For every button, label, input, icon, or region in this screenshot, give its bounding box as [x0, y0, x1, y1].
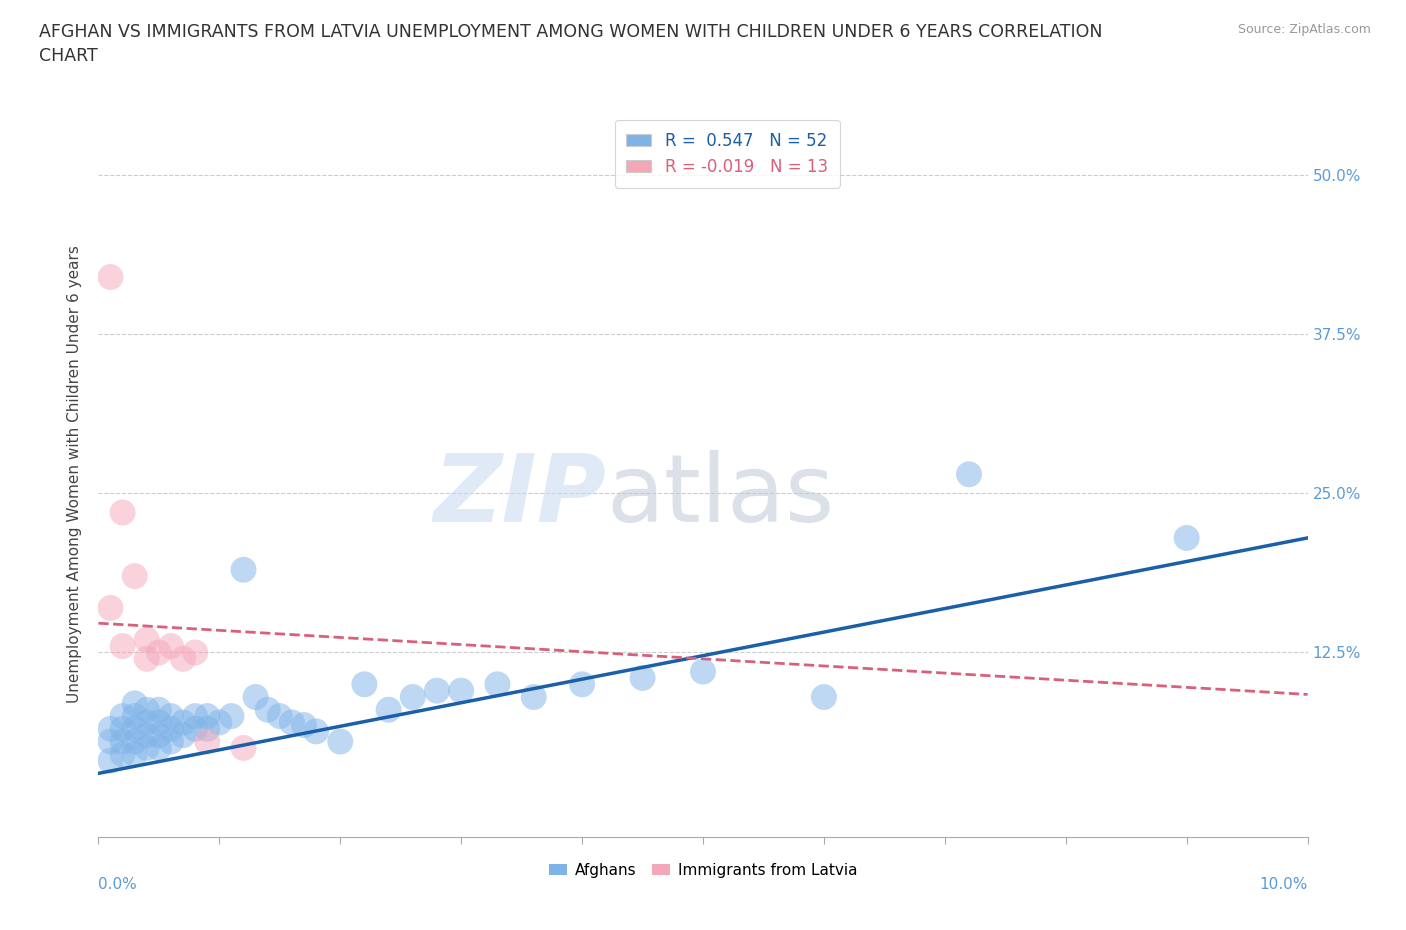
- Point: [124, 709, 146, 724]
- Point: [111, 722, 134, 737]
- Point: [100, 601, 122, 616]
- Point: [184, 709, 207, 724]
- Point: [111, 734, 134, 749]
- Point: [100, 734, 122, 749]
- Point: [135, 651, 157, 666]
- Point: [135, 728, 157, 743]
- Point: [148, 740, 170, 755]
- Point: [172, 651, 194, 666]
- Point: [160, 639, 183, 654]
- Point: [486, 677, 509, 692]
- Point: [111, 639, 134, 654]
- Point: [329, 734, 352, 749]
- Point: [208, 715, 231, 730]
- Point: [692, 664, 714, 679]
- Point: [281, 715, 304, 730]
- Point: [111, 505, 134, 520]
- Point: [100, 753, 122, 768]
- Point: [100, 722, 122, 737]
- Point: [172, 728, 194, 743]
- Point: [426, 684, 449, 698]
- Text: ZIP: ZIP: [433, 450, 606, 542]
- Point: [124, 568, 146, 583]
- Point: [148, 715, 170, 730]
- Point: [135, 702, 157, 717]
- Point: [184, 645, 207, 660]
- Point: [232, 563, 254, 578]
- Point: [160, 722, 183, 737]
- Point: [377, 702, 399, 717]
- Point: [957, 467, 980, 482]
- Text: Source: ZipAtlas.com: Source: ZipAtlas.com: [1237, 23, 1371, 36]
- Point: [124, 696, 146, 711]
- Point: [195, 722, 218, 737]
- Point: [111, 747, 134, 762]
- Point: [631, 671, 654, 685]
- Point: [135, 715, 157, 730]
- Point: [148, 702, 170, 717]
- Point: [111, 709, 134, 724]
- Y-axis label: Unemployment Among Women with Children Under 6 years: Unemployment Among Women with Children U…: [67, 246, 83, 703]
- Point: [353, 677, 375, 692]
- Point: [135, 632, 157, 647]
- Point: [172, 715, 194, 730]
- Point: [148, 645, 170, 660]
- Text: 0.0%: 0.0%: [98, 877, 138, 892]
- Point: [571, 677, 593, 692]
- Point: [305, 724, 328, 738]
- Point: [450, 684, 472, 698]
- Point: [160, 709, 183, 724]
- Legend: Afghans, Immigrants from Latvia: Afghans, Immigrants from Latvia: [543, 857, 863, 884]
- Text: atlas: atlas: [606, 450, 835, 542]
- Point: [232, 740, 254, 755]
- Point: [124, 722, 146, 737]
- Point: [402, 689, 425, 704]
- Point: [221, 709, 243, 724]
- Point: [195, 709, 218, 724]
- Point: [160, 734, 183, 749]
- Point: [148, 728, 170, 743]
- Point: [256, 702, 278, 717]
- Point: [124, 734, 146, 749]
- Text: 10.0%: 10.0%: [1260, 877, 1308, 892]
- Point: [269, 709, 291, 724]
- Point: [245, 689, 267, 704]
- Point: [813, 689, 835, 704]
- Point: [1175, 530, 1198, 545]
- Text: AFGHAN VS IMMIGRANTS FROM LATVIA UNEMPLOYMENT AMONG WOMEN WITH CHILDREN UNDER 6 : AFGHAN VS IMMIGRANTS FROM LATVIA UNEMPLO…: [39, 23, 1102, 65]
- Point: [184, 722, 207, 737]
- Point: [523, 689, 546, 704]
- Point: [195, 734, 218, 749]
- Point: [100, 270, 122, 285]
- Point: [135, 740, 157, 755]
- Point: [292, 718, 315, 733]
- Point: [124, 747, 146, 762]
